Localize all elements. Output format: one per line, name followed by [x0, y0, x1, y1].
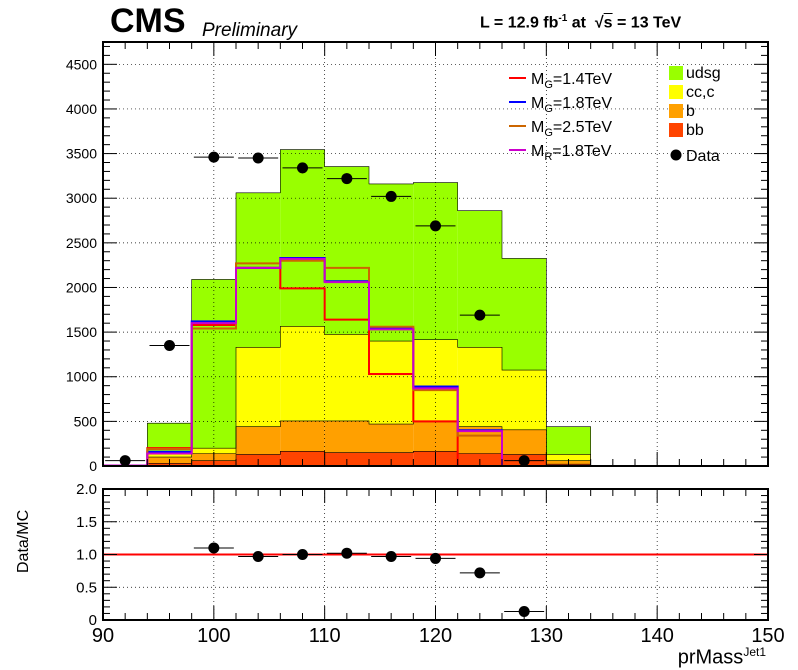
status-label: Preliminary — [202, 20, 298, 41]
ratio-point — [208, 542, 220, 554]
data-point — [474, 309, 486, 321]
ratio-point — [341, 547, 353, 559]
x-axis-label: prMassJet1 — [678, 645, 766, 670]
stack-bar — [457, 210, 502, 348]
legend: MG=1.4TeV MG=1.8TeV MG=2.5TeV MR=1.8TeV udsg… — [509, 65, 721, 165]
stack-bar — [369, 424, 414, 453]
x-tick-label: 150 — [751, 625, 784, 647]
x-tick-label: 130 — [530, 625, 563, 647]
y-tick-label: 2000 — [66, 279, 97, 295]
data-point — [341, 173, 353, 185]
sqrt-s: s — [603, 14, 613, 32]
legend-swatch — [669, 104, 683, 118]
lumi-mid: at — [567, 14, 595, 32]
y-tick-label: 500 — [74, 413, 98, 429]
legend-line-label: MG=2.5TeV — [531, 119, 612, 139]
stack-bar — [413, 339, 458, 422]
y-tick-label: 0 — [89, 458, 97, 474]
lumi-prefix: L = 12.9 fb — [480, 14, 559, 32]
stack-bar — [280, 326, 325, 421]
energy-label: = 13 TeV — [612, 14, 682, 32]
ratio-point — [385, 550, 397, 562]
stack-cc-c — [147, 326, 591, 461]
ratio-y-tick-label: 0 — [89, 612, 97, 629]
stack-bar — [457, 347, 502, 427]
stack-bar — [280, 420, 325, 452]
ratio-y-axis-label: Data/MC — [15, 509, 32, 573]
y-tick-label: 2500 — [66, 235, 97, 251]
experiment-label: CMS — [110, 2, 186, 40]
stack-bar — [191, 279, 236, 449]
y-tick-label: 3500 — [66, 146, 97, 162]
ratio-y-tick-label: 1.5 — [76, 514, 97, 531]
ratio-point — [430, 552, 441, 564]
stack-bar — [546, 426, 591, 455]
legend-line-label: MG=1.4TeV — [531, 71, 612, 91]
data-point — [385, 190, 397, 202]
x-tick-label: 90 — [92, 625, 114, 647]
data-point — [430, 220, 441, 232]
stack-bar — [502, 370, 547, 430]
stack-bar — [147, 452, 192, 458]
stack-bar — [324, 166, 369, 335]
ratio-point — [252, 550, 264, 562]
stack-bar — [236, 192, 281, 348]
x-axis-label-sup: Jet1 — [743, 645, 766, 659]
ratio-y-tick-label: 2.0 — [76, 481, 97, 498]
stack-bar — [369, 341, 414, 425]
luminosity-label: L = 12.9 fb-1 at √s = 13 TeV — [480, 13, 682, 32]
legend-swatch — [669, 66, 683, 80]
legend-label: bb — [686, 122, 704, 139]
y-tick-label: 4500 — [66, 56, 97, 72]
y-tick-label: 1000 — [66, 369, 97, 385]
stack-bar — [502, 429, 547, 455]
ratio-y-tick-label: 1.0 — [76, 547, 97, 564]
legend-swatch — [669, 85, 683, 99]
legend-label: Data — [686, 148, 720, 165]
stack-outline — [103, 149, 768, 467]
x-tick-label: 110 — [309, 625, 341, 647]
y-tick-label: 1500 — [66, 324, 97, 340]
stack-bar — [280, 451, 325, 466]
legend-data-marker — [670, 149, 682, 161]
stack-bar — [236, 347, 281, 427]
stack-bar — [502, 258, 547, 371]
x-tick-label: 140 — [640, 625, 673, 647]
legend-swatch — [669, 123, 683, 137]
y-tick-label: 4000 — [66, 101, 97, 117]
ratio-point — [474, 567, 486, 579]
x-axis-label-main: prMass — [677, 646, 744, 669]
stack-bar — [280, 149, 325, 327]
x-tick-label: 120 — [419, 625, 452, 647]
legend-line-label: MR=1.8TeV — [531, 143, 612, 163]
stack-bar — [413, 182, 458, 340]
legend-line-label: MG=1.8TeV — [531, 95, 612, 115]
data-point — [252, 152, 264, 164]
data-point — [164, 339, 175, 351]
ratio-point — [297, 549, 308, 560]
legend-label: cc,c — [686, 84, 714, 101]
stack-bar — [324, 420, 369, 453]
data-point — [297, 162, 308, 174]
stack-bar — [236, 426, 281, 455]
stack-bar — [324, 334, 369, 421]
ratio-point — [518, 605, 530, 617]
x-tick-label: 100 — [197, 625, 230, 647]
legend-label: b — [686, 103, 695, 120]
legend-label: udsg — [686, 65, 721, 82]
stack-udsg — [147, 149, 591, 455]
y-tick-label: 3000 — [66, 190, 97, 206]
stack-bar — [369, 183, 414, 342]
data-point — [208, 151, 220, 163]
lumi-exponent: -1 — [558, 13, 568, 24]
stack-bar — [546, 454, 591, 461]
ratio-y-tick-label: 0.5 — [76, 579, 97, 596]
